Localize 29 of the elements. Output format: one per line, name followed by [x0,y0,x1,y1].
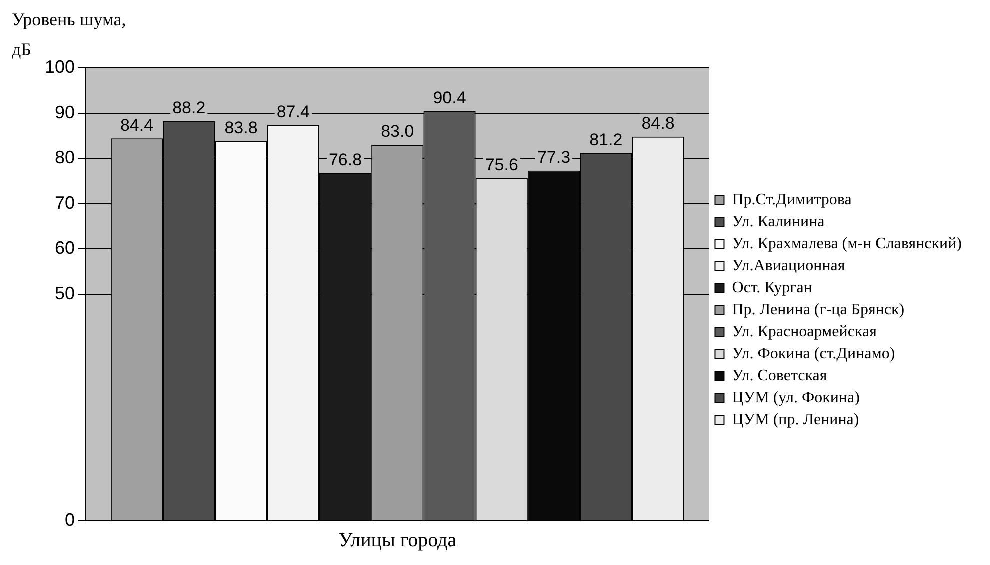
data-label: 75.6 [485,156,518,175]
legend-label: Ул. Крахмалева (м-н Славянский) [732,236,962,253]
legend-label: Ул. Калинина [732,214,825,231]
data-label: 84.4 [120,116,154,135]
legend-label: Ул.Авиационная [732,258,846,275]
data-label: 83.8 [224,118,258,138]
legend-label: ЦУМ (ул. Фокина) [732,390,860,407]
legend-label: Ул. Советская [732,368,828,385]
y-tick-label: 50 [55,283,76,304]
legend-label: ЦУМ (пр. Ленина) [732,412,860,429]
legend-label: Ул. Фокина (ст.Динамо) [732,346,896,363]
data-label: 90.4 [433,88,466,108]
y-tick-label: 60 [55,238,76,258]
data-label: 81.2 [590,130,623,150]
y-tick-label: 70 [55,192,76,213]
x-axis-title: Улицы города [338,529,457,552]
data-label: 77.3 [537,148,571,168]
legend-label: Пр.Ст.Димитрова [732,192,852,209]
data-label: 84.8 [642,114,675,134]
data-label: 83.0 [381,122,414,142]
data-label: 87.4 [276,102,310,122]
legend-label: Ост. Курган [732,280,813,297]
data-label: 76.8 [328,150,362,170]
legend-label: Пр. Ленина (г-ца Брянск) [732,302,905,319]
legend-label: Ул. Красноармейская [732,324,878,341]
y-tick-label: 80 [55,148,76,168]
data-label: 88.2 [172,98,206,118]
y-tick-label: 0 [65,510,76,530]
y-tick-label: 90 [55,102,76,122]
